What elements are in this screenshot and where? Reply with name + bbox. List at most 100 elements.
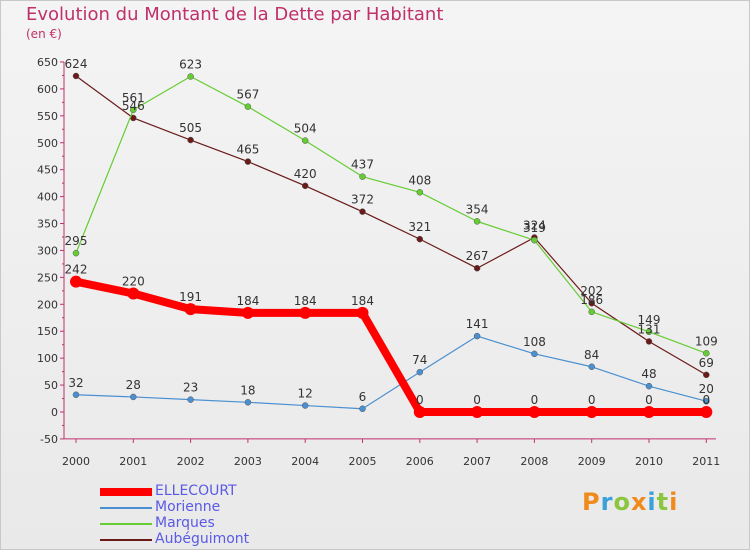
data-label: 372 (351, 193, 374, 207)
data-point (416, 368, 424, 376)
data-point (244, 399, 252, 406)
data-label: 109 (695, 334, 718, 348)
data-point (359, 405, 366, 413)
legend-label: Aubéguimont (155, 531, 250, 547)
data-point (187, 396, 194, 403)
proxiti-logo: Proxiti (582, 488, 679, 516)
y-tick-label: 500 (37, 137, 58, 150)
x-tick-label: 2002 (177, 455, 205, 468)
data-point (703, 371, 710, 379)
x-tick-label: 2000 (62, 455, 90, 468)
data-point (471, 406, 484, 418)
y-tick-label: 200 (37, 298, 58, 311)
data-point (703, 397, 710, 405)
y-tick-label: 150 (37, 325, 58, 338)
x-tick-label: 2008 (520, 455, 548, 468)
data-label: 0 (416, 393, 424, 407)
data-label: 437 (351, 158, 374, 172)
data-label: 321 (408, 220, 431, 234)
data-point (585, 406, 598, 418)
data-point (130, 393, 137, 401)
data-label: 324 (523, 219, 546, 233)
data-point (187, 73, 194, 80)
axes: -500501001502002503003504004505005506006… (37, 56, 720, 468)
data-point (531, 350, 538, 358)
data-label: 0 (702, 393, 710, 407)
data-label: 624 (65, 57, 88, 71)
data-label: 12 (298, 387, 313, 401)
data-label: 0 (645, 393, 653, 407)
data-label: 420 (294, 167, 317, 181)
data-label: 48 (641, 367, 656, 381)
data-point (299, 306, 312, 319)
y-tick-label: 250 (37, 271, 58, 284)
data-point (356, 306, 369, 319)
data-point (703, 350, 710, 357)
data-labels-layer: 624 546 505 465 420 372 321 267 324 202 131 69 295 56… (65, 57, 718, 407)
legend-label: Morienne (155, 499, 221, 515)
data-label: 74 (412, 353, 427, 367)
data-point (301, 182, 309, 190)
legend-label: Marques (155, 515, 215, 531)
y-tick-label: -50 (40, 433, 58, 446)
data-point (359, 208, 366, 215)
x-tick-label: 2006 (406, 455, 434, 468)
data-label: 108 (523, 335, 546, 349)
data-label: 186 (580, 293, 603, 307)
data-point (413, 406, 426, 418)
data-label: 561 (122, 91, 145, 105)
data-point (72, 249, 80, 257)
data-point (184, 303, 197, 316)
data-point (588, 308, 595, 316)
y-tick-label: 600 (37, 83, 58, 96)
data-point (588, 299, 595, 307)
x-tick-label: 2001 (119, 455, 147, 468)
data-label: 84 (584, 348, 599, 362)
data-point (301, 137, 309, 144)
data-point (70, 275, 82, 288)
legend-swatch (100, 539, 152, 541)
data-point (416, 235, 424, 243)
x-tick-label: 2004 (291, 455, 319, 468)
series-layer (70, 72, 713, 418)
data-label: 0 (531, 393, 539, 407)
y-tick-label: 450 (37, 164, 58, 177)
x-tick-label: 2005 (349, 455, 377, 468)
data-label: 69 (699, 356, 714, 370)
data-label: 0 (588, 393, 596, 407)
data-label: 267 (466, 249, 489, 263)
data-label: 18 (240, 383, 255, 397)
data-point (127, 287, 140, 300)
data-label: 0 (473, 393, 481, 407)
data-point (588, 363, 595, 371)
data-label: 505 (179, 121, 202, 135)
data-point (645, 328, 653, 336)
x-tick-label: 2003 (234, 455, 262, 468)
data-point (645, 382, 653, 390)
data-label: 28 (126, 378, 141, 392)
data-label: 465 (236, 143, 259, 157)
data-point (359, 173, 366, 180)
data-point (244, 103, 252, 110)
y-tick-label: 350 (37, 218, 58, 231)
series-line-2 (75, 75, 707, 354)
y-tick-label: 100 (37, 352, 58, 365)
x-tick-label: 2007 (463, 455, 491, 468)
data-point (72, 72, 80, 80)
data-point (416, 189, 424, 196)
data-point (473, 218, 481, 225)
data-point (72, 391, 80, 399)
chart-subtitle: (en €) (26, 27, 62, 41)
data-point (700, 406, 713, 418)
legend-swatch (100, 507, 152, 509)
y-tick-label: 650 (37, 56, 58, 69)
data-label: 504 (294, 122, 317, 136)
data-label: 32 (68, 376, 83, 390)
data-point (643, 406, 655, 418)
data-label: 184 (236, 294, 259, 308)
data-label: 623 (179, 58, 202, 72)
y-tick-label: 0 (51, 406, 58, 419)
data-label: 20 (699, 382, 714, 396)
data-label: 220 (122, 275, 145, 289)
